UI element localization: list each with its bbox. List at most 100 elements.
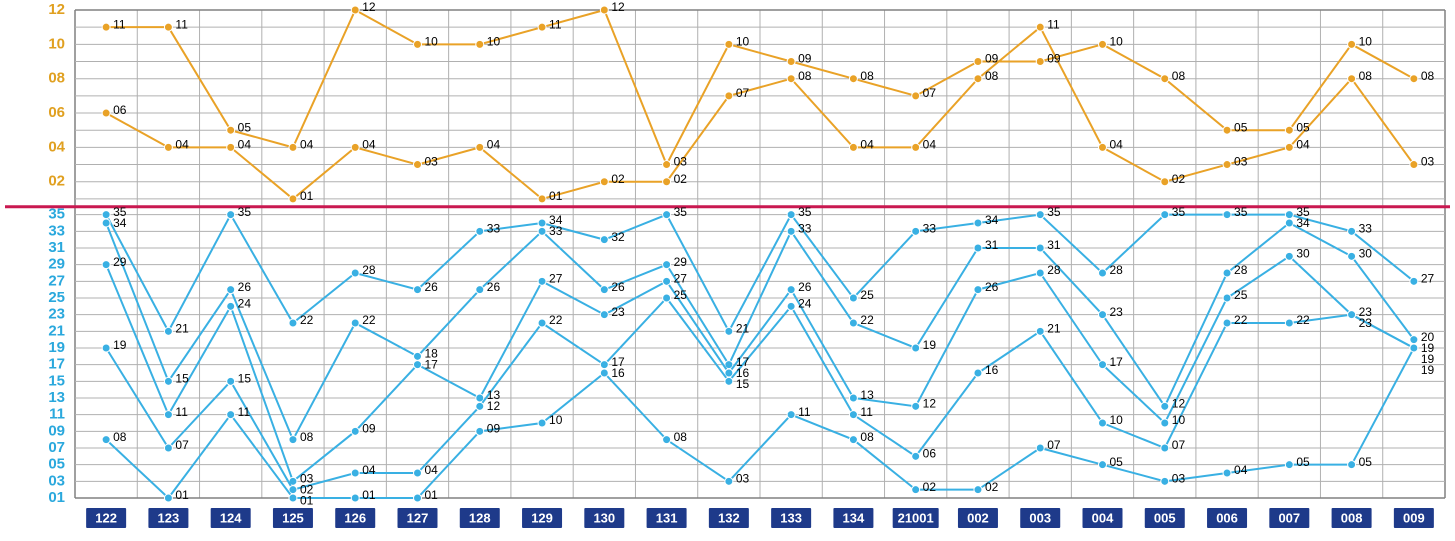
series-point	[289, 486, 297, 494]
series-point	[102, 261, 110, 269]
series-point	[538, 419, 546, 427]
point-label: 06	[923, 447, 937, 461]
point-label: 25	[674, 288, 688, 302]
series-point	[1410, 75, 1418, 83]
point-label: 19	[113, 338, 127, 352]
point-label: 32	[611, 230, 625, 244]
point-label: 02	[985, 480, 999, 494]
series-point	[289, 319, 297, 327]
series-point	[227, 126, 235, 134]
point-label: 09	[487, 422, 501, 436]
series-point	[476, 402, 484, 410]
x-category-label: 128	[469, 510, 491, 525]
point-label: 04	[238, 138, 252, 152]
point-label: 34	[1296, 216, 1310, 230]
point-label: 12	[362, 0, 376, 14]
x-category-label: 123	[158, 510, 180, 525]
point-label: 04	[362, 463, 376, 477]
series-point	[227, 377, 235, 385]
point-label: 02	[611, 172, 625, 186]
series-point	[1036, 444, 1044, 452]
x-category-label: 21001	[898, 510, 934, 525]
series-point	[351, 269, 359, 277]
x-category-label: 122	[95, 510, 117, 525]
series-point	[1036, 269, 1044, 277]
series-point	[600, 361, 608, 369]
series-point	[912, 143, 920, 151]
series-point	[1223, 211, 1231, 219]
point-label: 23	[1359, 316, 1373, 330]
point-label: 33	[1359, 221, 1373, 235]
point-label: 26	[985, 280, 999, 294]
point-label: 34	[113, 216, 127, 230]
point-label: 26	[425, 280, 439, 294]
point-label: 05	[1296, 455, 1310, 469]
point-label: 01	[300, 189, 314, 203]
point-label: 05	[1359, 455, 1373, 469]
point-label: 08	[1172, 69, 1186, 83]
series-point	[102, 219, 110, 227]
series-point	[600, 178, 608, 186]
series-point	[538, 23, 546, 31]
series-point	[227, 211, 235, 219]
point-label: 17	[1110, 355, 1124, 369]
series-point	[1036, 327, 1044, 335]
point-label: 09	[985, 52, 999, 66]
point-label: 15	[175, 371, 189, 385]
series-point	[1285, 252, 1293, 260]
series-point	[849, 143, 857, 151]
bottom-y-tick: 13	[48, 389, 65, 406]
series-point	[351, 469, 359, 477]
x-category-label: 129	[531, 510, 553, 525]
series-point	[787, 302, 795, 310]
series-point	[912, 92, 920, 100]
series-point	[102, 436, 110, 444]
point-label: 01	[300, 494, 314, 508]
point-label: 08	[300, 430, 314, 444]
point-label: 03	[1234, 155, 1248, 169]
series-point	[1223, 161, 1231, 169]
point-label: 23	[1110, 305, 1124, 319]
point-label: 35	[1234, 205, 1248, 219]
point-label: 34	[985, 213, 999, 227]
point-label: 22	[300, 313, 314, 327]
series-point	[600, 369, 608, 377]
bottom-y-tick: 07	[48, 439, 65, 456]
point-label: 07	[1047, 438, 1061, 452]
point-label: 07	[1172, 438, 1186, 452]
point-label: 16	[611, 366, 625, 380]
series-point	[1348, 40, 1356, 48]
series-point	[1099, 361, 1107, 369]
series-point	[849, 394, 857, 402]
series-point	[1161, 211, 1169, 219]
series-point	[351, 427, 359, 435]
point-label: 26	[611, 280, 625, 294]
series-point	[1285, 219, 1293, 227]
series-point	[663, 161, 671, 169]
bottom-y-tick: 25	[48, 289, 65, 306]
point-label: 17	[425, 357, 439, 371]
point-label: 10	[1110, 35, 1124, 49]
point-label: 24	[238, 296, 252, 310]
point-label: 30	[1296, 246, 1310, 260]
point-label: 08	[860, 430, 874, 444]
bottom-y-tick: 05	[48, 456, 65, 473]
series-point	[725, 327, 733, 335]
point-label: 09	[362, 422, 376, 436]
series-point	[1099, 311, 1107, 319]
x-category-label: 004	[1092, 510, 1114, 525]
point-label: 21	[736, 321, 750, 335]
series-point	[164, 327, 172, 335]
point-label: 03	[1421, 155, 1435, 169]
point-label: 04	[362, 138, 376, 152]
point-label: 35	[798, 205, 812, 219]
series-point	[1036, 58, 1044, 66]
series-point	[164, 23, 172, 31]
x-category-label: 003	[1029, 510, 1051, 525]
series-point	[227, 302, 235, 310]
bottom-y-tick: 27	[48, 272, 65, 289]
point-label: 27	[1421, 271, 1435, 285]
series-point	[414, 361, 422, 369]
series-point	[164, 143, 172, 151]
series-point	[1285, 211, 1293, 219]
